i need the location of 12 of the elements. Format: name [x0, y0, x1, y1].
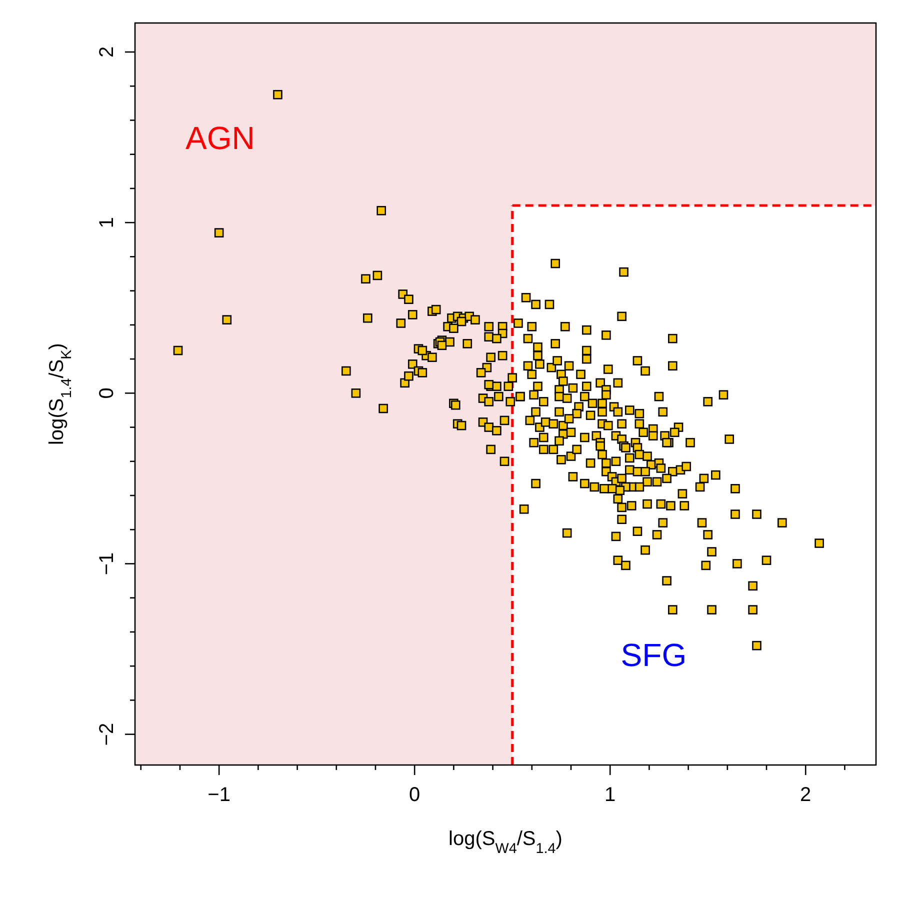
y-tick-label: 0: [96, 388, 118, 399]
annotation: SFG: [620, 637, 687, 674]
x-tick-label: −1: [208, 784, 230, 806]
y-tick-label: 2: [96, 46, 118, 58]
annotation: AGN: [186, 120, 255, 156]
y-tick-label: −2: [96, 722, 118, 746]
x-axis-title: log(S$_{W4}$/S$_{1.4}$): [448, 828, 562, 857]
y-tick-label: −1: [96, 552, 118, 576]
x-tick-label: 2: [800, 784, 812, 806]
y-tick-label: 1: [96, 217, 118, 228]
x-tick-label: 0: [409, 784, 420, 806]
x-tick-label: 1: [604, 784, 616, 806]
